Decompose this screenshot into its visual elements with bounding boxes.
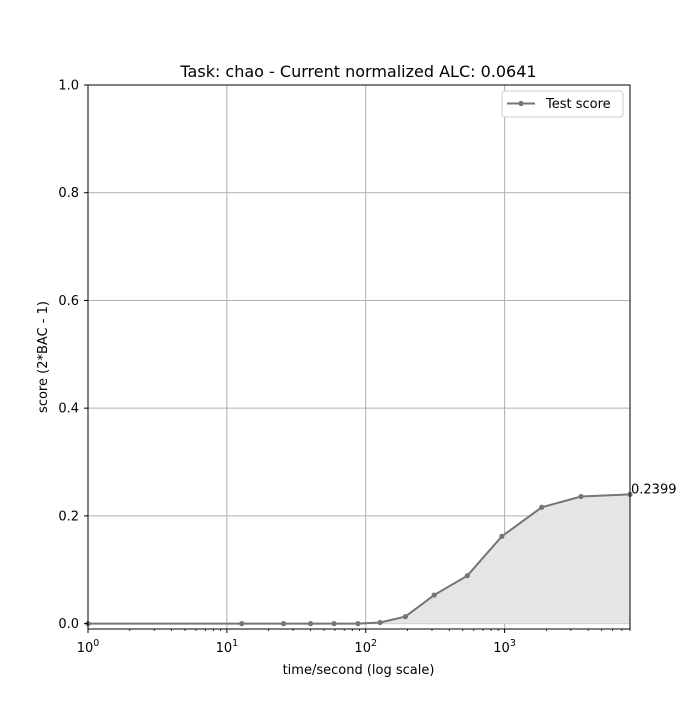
data-point: [402, 614, 408, 620]
x-axis-label: time/second (log scale): [283, 663, 435, 678]
y-tick-label: 0.4: [58, 402, 79, 417]
data-point: [239, 621, 245, 627]
legend-marker: [518, 100, 524, 107]
value-annotation: 0.2399: [631, 482, 677, 497]
y-tick-label: 0.0: [58, 617, 79, 632]
x-tick-label: 103: [493, 638, 516, 656]
chart-title: Task: chao - Current normalized ALC: 0.0…: [179, 62, 536, 81]
data-point: [308, 621, 314, 627]
x-tick-label: 101: [216, 638, 239, 656]
legend-box: [501, 90, 624, 118]
data-point: [539, 504, 545, 510]
series-line: [88, 493, 631, 625]
annotations-layer: 0.2399: [631, 482, 677, 497]
data-point: [578, 493, 584, 500]
y-tick-label: 1.0: [58, 79, 79, 94]
data-point: [431, 592, 437, 598]
area-fill-layer: [88, 494, 630, 624]
y-tick-label: 0.2: [58, 509, 79, 524]
data-point: [331, 621, 337, 627]
data-point: [464, 573, 470, 579]
y-axis-label: score (2*BAC - 1): [36, 301, 51, 413]
data-point: [499, 533, 505, 539]
data-point: [280, 621, 287, 627]
y-tick-label: 0.6: [58, 294, 79, 309]
area-fill: [88, 494, 630, 624]
series-line-layer: [88, 493, 631, 625]
x-tick-label: 100: [77, 638, 100, 656]
x-tick-label: 102: [354, 638, 377, 656]
ticks-layer: 0.0 0.2 0.4 0.6 0.8 1.0 100 101 102 103: [58, 79, 631, 656]
legend-label: Test score: [545, 97, 611, 112]
data-point: [377, 619, 383, 626]
legend: Test score: [501, 90, 624, 118]
y-tick-label: 0.8: [58, 186, 79, 201]
data-point: [355, 621, 361, 627]
